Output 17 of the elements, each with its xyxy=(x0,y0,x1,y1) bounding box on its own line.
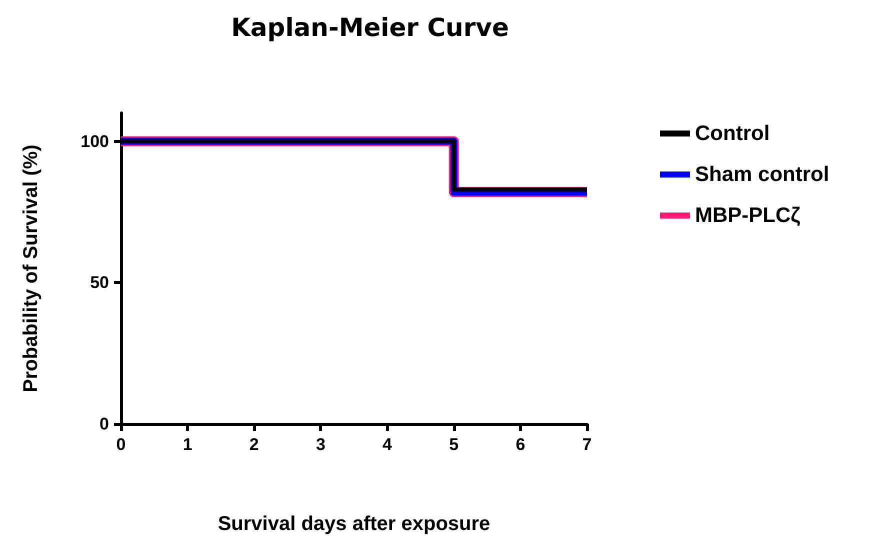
x-tick-label: 5 xyxy=(449,435,459,454)
x-tick-label: 7 xyxy=(582,435,592,454)
chart-title: Kaplan-Meier Curve xyxy=(231,13,509,42)
x-tick-label: 2 xyxy=(249,435,259,454)
x-tick-label: 1 xyxy=(182,435,192,454)
x-tick-label: 0 xyxy=(116,435,126,454)
y-tick-label: 50 xyxy=(90,273,109,292)
y-tick-label: 0 xyxy=(100,414,109,434)
legend-label: Sham control xyxy=(695,163,830,186)
legend-label: Control xyxy=(695,122,770,145)
x-tick-label: 6 xyxy=(516,435,526,454)
x-tick-label: 4 xyxy=(382,435,393,454)
y-tick-label: 100 xyxy=(80,132,109,151)
x-axis-title: Survival days after exposure xyxy=(218,513,490,535)
legend-label: MBP-PLCζ xyxy=(695,204,801,227)
y-axis-title: Probability of Survival (%) xyxy=(20,144,42,392)
x-tick-label: 3 xyxy=(316,435,326,454)
